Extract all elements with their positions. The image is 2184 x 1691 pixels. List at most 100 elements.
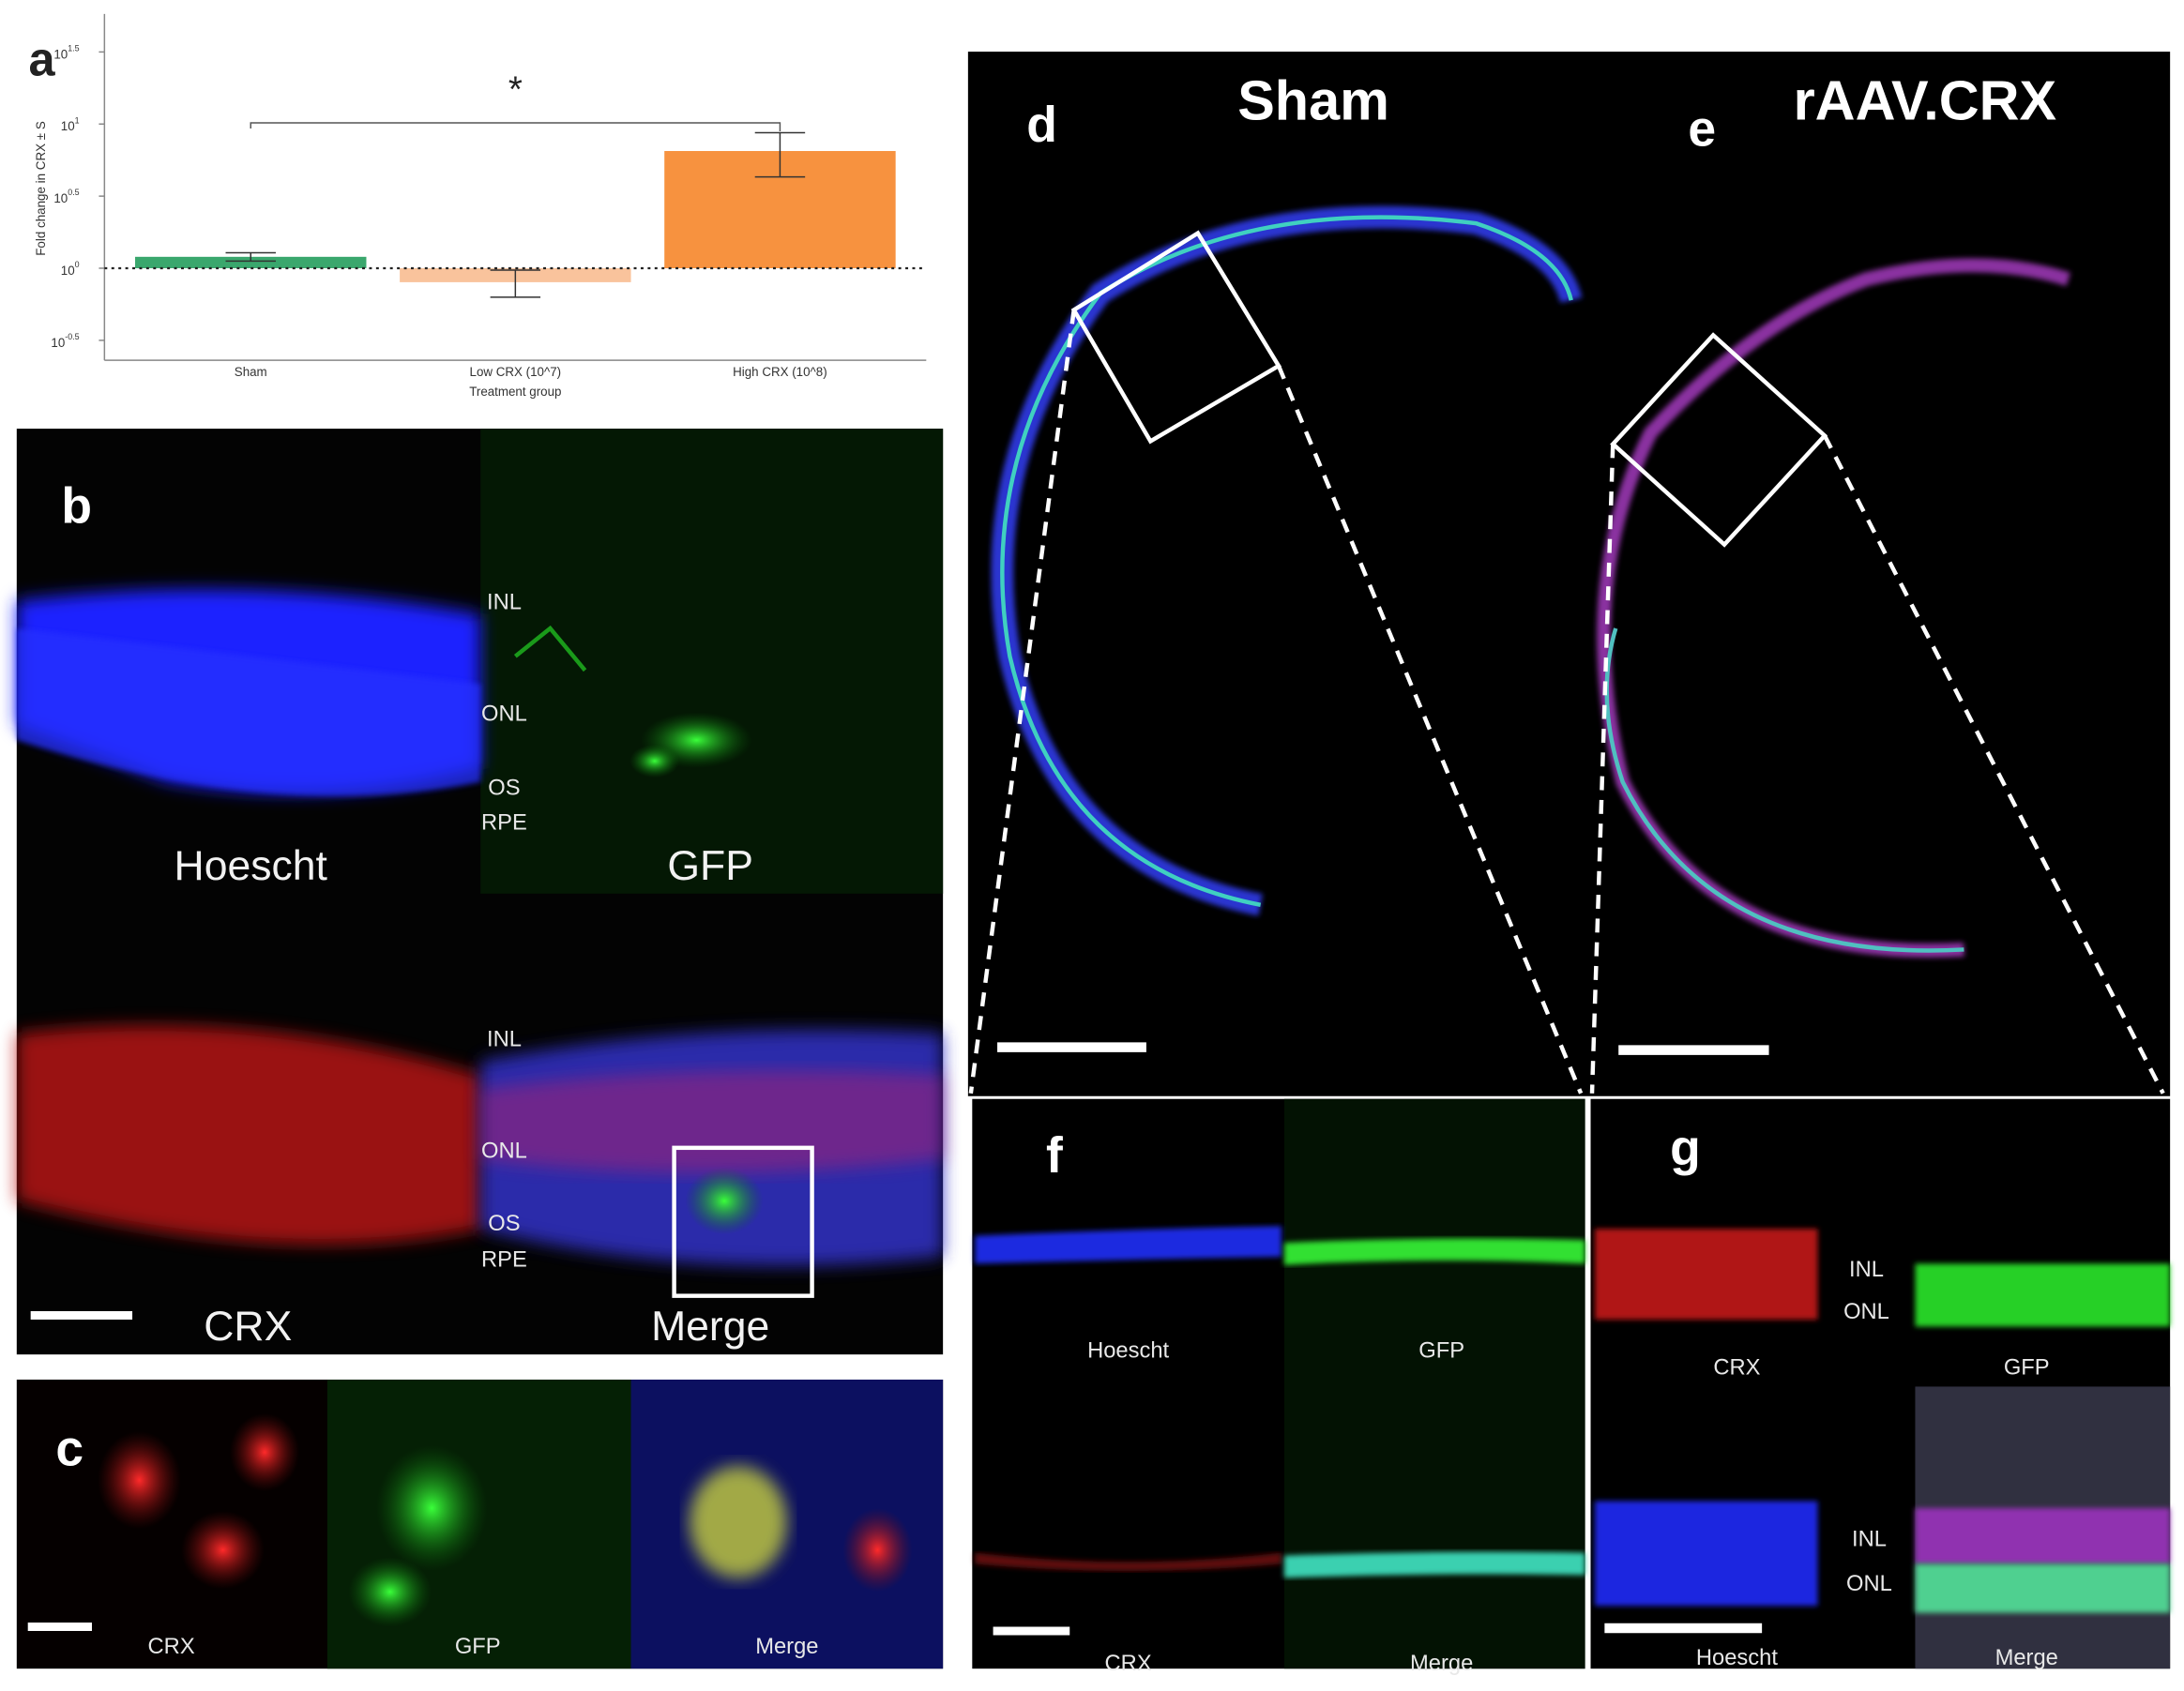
merge-cell xyxy=(842,1507,913,1593)
y-tick-label: 101.5 xyxy=(53,44,79,61)
y-tick-base: 10 xyxy=(53,47,68,61)
zoom-line xyxy=(1822,434,2165,1095)
zoom-line xyxy=(1589,444,1615,1094)
y-tick-exponent: 0.5 xyxy=(68,189,79,198)
channel-label: Merge xyxy=(1410,1651,1473,1676)
panel-g: g CRX GFP Hoescht Merge INL ONL INL ONL xyxy=(1590,1098,2171,1670)
y-tick-exponent: 1.5 xyxy=(68,44,79,53)
crx-cell xyxy=(229,1412,300,1492)
gfp-cell xyxy=(348,1557,432,1627)
channel-label: CRX xyxy=(204,1304,292,1350)
panel-title: rAAV.CRX xyxy=(1794,68,2057,131)
inset-box xyxy=(672,1145,814,1298)
hoescht-band xyxy=(975,1226,1282,1264)
channel-label: GFP xyxy=(1418,1337,1464,1363)
panel-c: c CRX GFP Merge xyxy=(16,1379,944,1669)
layer-label: RPE xyxy=(481,1247,527,1273)
layer-label: INL xyxy=(487,1026,522,1051)
channel-label: GFP xyxy=(455,1634,501,1659)
crx-band xyxy=(975,1552,1282,1571)
y-tick-label: 100 xyxy=(61,260,80,277)
channel-label: Merge xyxy=(651,1304,769,1350)
panel-d-e: Sham rAAV.CRX d e xyxy=(967,52,2171,1096)
zoom-line xyxy=(968,310,1076,1095)
merge-layer xyxy=(1915,1563,2171,1613)
channel-label: CRX xyxy=(1105,1651,1152,1676)
merge-band xyxy=(1283,1551,1585,1578)
gfp-image xyxy=(1283,1098,1585,1669)
panel-title: Sham xyxy=(1237,68,1389,131)
layer-label: OS xyxy=(488,1211,520,1236)
channel-label: Hoescht xyxy=(1696,1645,1778,1670)
layer-label: ONL xyxy=(1843,1299,1889,1324)
layer-label: RPE xyxy=(481,810,527,836)
x-axis-label: Treatment group xyxy=(469,385,561,399)
error-bar xyxy=(754,131,806,178)
gfp-image xyxy=(480,429,944,894)
panel-b: b Hoescht GFP CRX Merge INL ONL OS RPE I… xyxy=(16,429,944,1355)
gfp-image xyxy=(1915,1263,2171,1327)
y-tick-base: 10 xyxy=(53,191,68,205)
merge-layer xyxy=(1915,1507,2171,1564)
channel-label: CRX xyxy=(148,1634,195,1659)
channel-label: GFP xyxy=(2004,1354,2050,1380)
gfp-band xyxy=(1283,1238,1585,1265)
channel-label: Merge xyxy=(1995,1645,2058,1670)
channel-label: Hoescht xyxy=(174,843,328,889)
x-tick-label: Sham xyxy=(235,365,267,379)
x-tick-label: Low CRX (10^7) xyxy=(470,365,562,379)
channel-label: Hoescht xyxy=(1087,1337,1169,1363)
error-bar xyxy=(490,269,541,298)
panel-letter: g xyxy=(1670,1121,1701,1176)
y-tick-exponent: 1 xyxy=(75,116,80,126)
zoom-line xyxy=(1276,365,1584,1095)
bar xyxy=(135,256,367,268)
crx-layer xyxy=(16,1025,481,1245)
layer-label: INL xyxy=(1852,1526,1887,1551)
significance-bracket xyxy=(250,122,781,131)
panel-letter: a xyxy=(28,32,55,85)
channel-label: Merge xyxy=(755,1634,818,1659)
merge-layer xyxy=(480,1070,944,1173)
channel-label: GFP xyxy=(667,843,753,889)
crx-cell xyxy=(181,1510,265,1590)
gfp-cells xyxy=(685,1167,764,1235)
crx-cell xyxy=(97,1431,182,1530)
significance-marker: * xyxy=(508,69,523,110)
layer-label: ONL xyxy=(1846,1571,1892,1596)
layer-label: ONL xyxy=(481,702,527,727)
layer-label: INL xyxy=(487,589,522,614)
panel-background xyxy=(967,52,2171,1096)
y-tick-base: 10 xyxy=(61,119,75,133)
y-tick-base: 10 xyxy=(51,335,65,349)
y-tick-label: 101 xyxy=(61,116,80,133)
gfp-process xyxy=(513,625,587,672)
channel-label: CRX xyxy=(1713,1354,1760,1380)
x-tick-label: High CRX (10^8) xyxy=(733,365,827,379)
y-axis-label: Fold change in CRX ± S xyxy=(34,121,48,256)
layer-label: INL xyxy=(1849,1257,1884,1282)
crx-image xyxy=(1594,1229,1818,1320)
retina-section xyxy=(1000,215,1573,907)
panel-letter: c xyxy=(55,1422,83,1477)
panel-letter: e xyxy=(1688,102,1716,158)
merge-cell xyxy=(689,1466,787,1578)
layer-label: OS xyxy=(488,775,520,800)
gfp-cell xyxy=(375,1444,488,1571)
hoescht-layer xyxy=(16,627,481,796)
panel-letter: f xyxy=(1046,1128,1063,1184)
panel-f: f Hoescht GFP CRX Merge xyxy=(972,1098,1585,1676)
layer-label: ONL xyxy=(481,1139,527,1164)
y-tick-label: 10-0.5 xyxy=(51,332,79,349)
hoescht-image xyxy=(1594,1501,1818,1607)
panel-letter: b xyxy=(61,479,92,535)
y-tick-exponent: 0 xyxy=(75,260,80,269)
panel-letter: d xyxy=(1026,98,1057,153)
y-tick-exponent: -0.5 xyxy=(65,332,79,341)
gfp-cells xyxy=(629,744,680,778)
y-tick-base: 10 xyxy=(61,263,75,277)
error-bar xyxy=(225,251,276,263)
